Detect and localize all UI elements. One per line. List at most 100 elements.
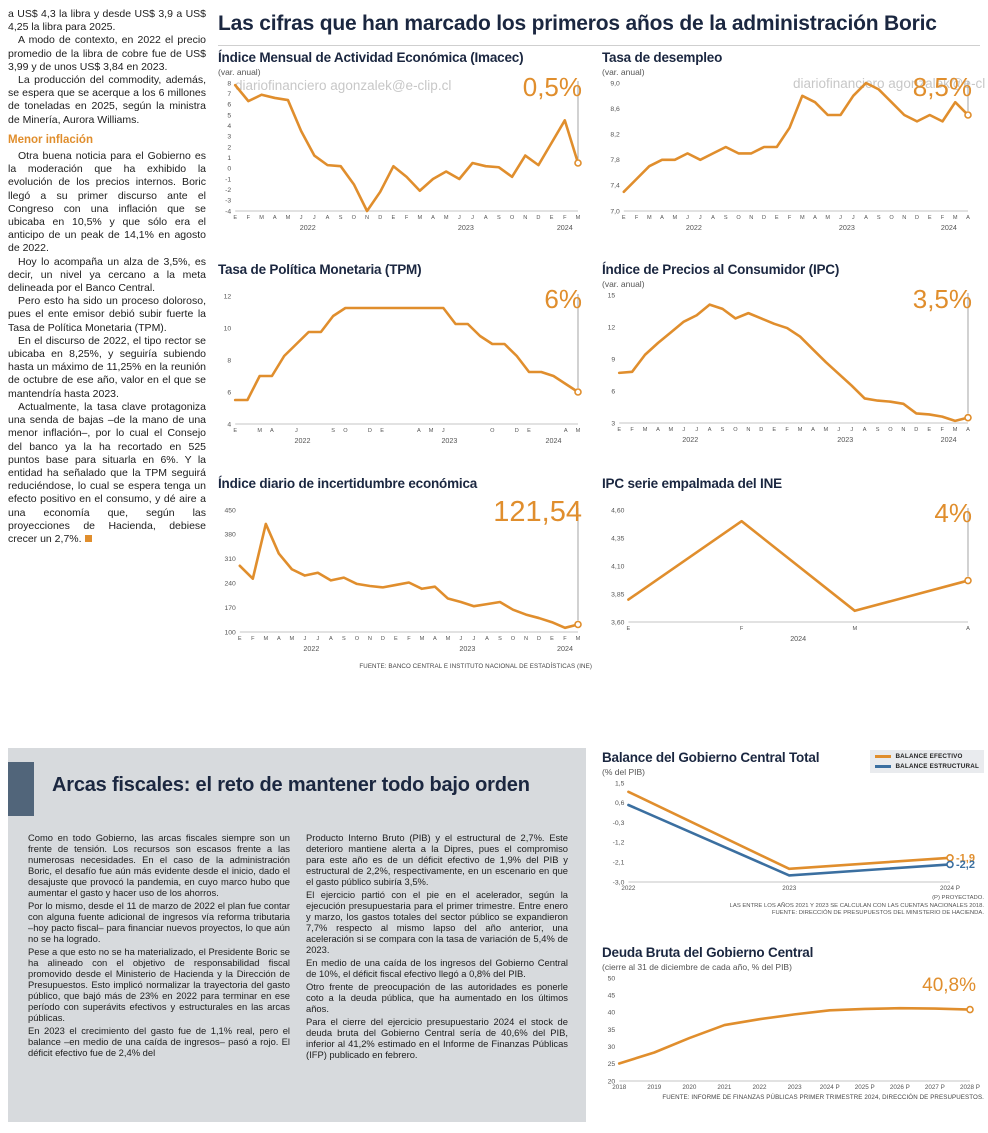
svg-text:D: D — [515, 428, 519, 434]
svg-text:2024 P: 2024 P — [820, 1084, 840, 1091]
svg-text:J: J — [699, 215, 702, 221]
fiscal-title: Arcas fiscales: el reto de mantener todo… — [52, 774, 530, 796]
svg-text:O: O — [490, 428, 495, 434]
svg-text:M: M — [800, 215, 805, 221]
svg-text:O: O — [888, 427, 893, 433]
left-article: a US$ 4,3 la libra y desde US$ 3,9 a US$… — [8, 8, 206, 546]
svg-text:M: M — [647, 215, 652, 221]
svg-text:N: N — [746, 427, 750, 433]
svg-text:N: N — [368, 636, 372, 642]
svg-text:J: J — [316, 636, 319, 642]
line-chart: 4,60 4,35 4,10 3,85 3,60 E F M A 2024 — [602, 504, 982, 644]
page-title: Las cifras que han marcado los primeros … — [218, 12, 980, 46]
svg-text:O: O — [355, 636, 360, 642]
svg-text:E: E — [233, 215, 237, 221]
svg-text:2022: 2022 — [295, 436, 311, 445]
svg-text:J: J — [682, 427, 685, 433]
chart-title: Índice diario de incertidumbre económica — [218, 476, 478, 491]
spacer — [218, 277, 592, 290]
svg-text:F: F — [405, 215, 409, 221]
svg-text:A: A — [273, 215, 277, 221]
svg-text:2022: 2022 — [303, 644, 319, 653]
chart-subtitle: (var. anual) — [602, 279, 645, 289]
svg-text:E: E — [380, 428, 384, 434]
svg-text:J: J — [686, 215, 689, 221]
svg-text:2024: 2024 — [546, 436, 562, 445]
svg-text:S: S — [498, 636, 502, 642]
svg-text:A: A — [329, 636, 333, 642]
svg-text:D: D — [762, 215, 766, 221]
source-line: (P) PROYECTADO. — [932, 895, 984, 901]
svg-text:A: A — [660, 215, 664, 221]
svg-text:E: E — [233, 428, 237, 434]
svg-text:2022: 2022 — [686, 223, 702, 232]
source-line: FUENTE: DIRECCIÓN DE PRESUPUESTOS DEL MI… — [771, 910, 984, 916]
decorative-bar — [8, 762, 34, 816]
svg-text:2027 P: 2027 P — [925, 1084, 945, 1091]
svg-text:A: A — [811, 427, 815, 433]
svg-text:S: S — [342, 636, 346, 642]
article-subhead: Menor inflación — [8, 133, 93, 146]
svg-text:M: M — [259, 215, 264, 221]
svg-text:F: F — [247, 215, 251, 221]
svg-text:F: F — [940, 427, 944, 433]
fiscal-paragraph: Pese a que esto no se ha materializado, … — [28, 946, 290, 1023]
svg-text:M: M — [798, 427, 803, 433]
svg-text:50: 50 — [608, 975, 616, 982]
svg-text:A: A — [656, 427, 660, 433]
legend-row-efectivo: BALANCE EFECTIVO — [875, 753, 979, 760]
svg-text:J: J — [458, 215, 461, 221]
svg-text:2023: 2023 — [441, 436, 457, 445]
svg-text:J: J — [442, 428, 445, 434]
svg-text:6: 6 — [227, 102, 231, 109]
fiscal-paragraph: El ejercicio partió con el pie en el ace… — [306, 889, 568, 955]
svg-text:F: F — [941, 215, 945, 221]
svg-text:M: M — [429, 428, 434, 434]
svg-text:2028 P: 2028 P — [960, 1084, 980, 1091]
chart-title: Índice Mensual de Actividad Económica (I… — [218, 50, 524, 65]
legend-swatch-estructural — [875, 765, 892, 768]
svg-text:J: J — [837, 427, 840, 433]
chart-deuda: Deuda Bruta del Gobierno Central (cierre… — [602, 945, 984, 1101]
svg-text:M: M — [953, 427, 958, 433]
svg-text:2023: 2023 — [788, 1084, 803, 1091]
chart-tpm: Tasa de Política Monetaria (TPM) 6% 12 10… — [218, 262, 592, 446]
svg-text:M: M — [263, 636, 268, 642]
svg-text:A: A — [433, 636, 437, 642]
svg-text:A: A — [326, 215, 330, 221]
svg-text:2018: 2018 — [612, 1084, 627, 1091]
svg-text:A: A — [863, 427, 867, 433]
svg-text:O: O — [511, 636, 516, 642]
svg-text:M: M — [576, 636, 581, 642]
line-chart: 8 7 6 5 4 3 2 1 0 -1 -2 -3 -4 E F M A M J J A S O N D E F M A M J J A S O N… — [218, 77, 592, 233]
svg-text:O: O — [733, 427, 738, 433]
svg-text:-4: -4 — [225, 208, 231, 215]
svg-text:A: A — [966, 427, 970, 433]
svg-text:E: E — [775, 215, 779, 221]
svg-text:E: E — [772, 427, 776, 433]
source-note-top: FUENTE: BANCO CENTRAL E INSTITUTO NACION… — [359, 663, 592, 670]
svg-text:2024: 2024 — [941, 223, 957, 232]
svg-text:E: E — [928, 215, 932, 221]
svg-text:E: E — [394, 636, 398, 642]
svg-text:E: E — [550, 215, 554, 221]
svg-text:3: 3 — [611, 420, 615, 427]
line-chart: 15 12 9 6 3 E F M A M J J A S O N D E F M A M J J A S O N D E F M A 2022 2… — [602, 289, 982, 445]
svg-text:M: M — [286, 215, 291, 221]
svg-text:J: J — [695, 427, 698, 433]
svg-text:E: E — [238, 636, 242, 642]
svg-text:J: J — [313, 215, 316, 221]
svg-text:M: M — [953, 215, 958, 221]
svg-text:2023: 2023 — [782, 885, 797, 892]
svg-text:J: J — [839, 215, 842, 221]
svg-text:-0,3: -0,3 — [613, 820, 625, 827]
svg-text:12: 12 — [224, 293, 232, 300]
svg-text:0,6: 0,6 — [615, 800, 625, 807]
svg-text:F: F — [563, 636, 567, 642]
svg-text:S: S — [877, 215, 881, 221]
chart-subtitle: (cierre al 31 de diciembre de cada año, … — [602, 962, 792, 972]
svg-text:380: 380 — [224, 532, 236, 539]
svg-text:240: 240 — [224, 581, 236, 588]
svg-text:-3: -3 — [225, 198, 231, 205]
